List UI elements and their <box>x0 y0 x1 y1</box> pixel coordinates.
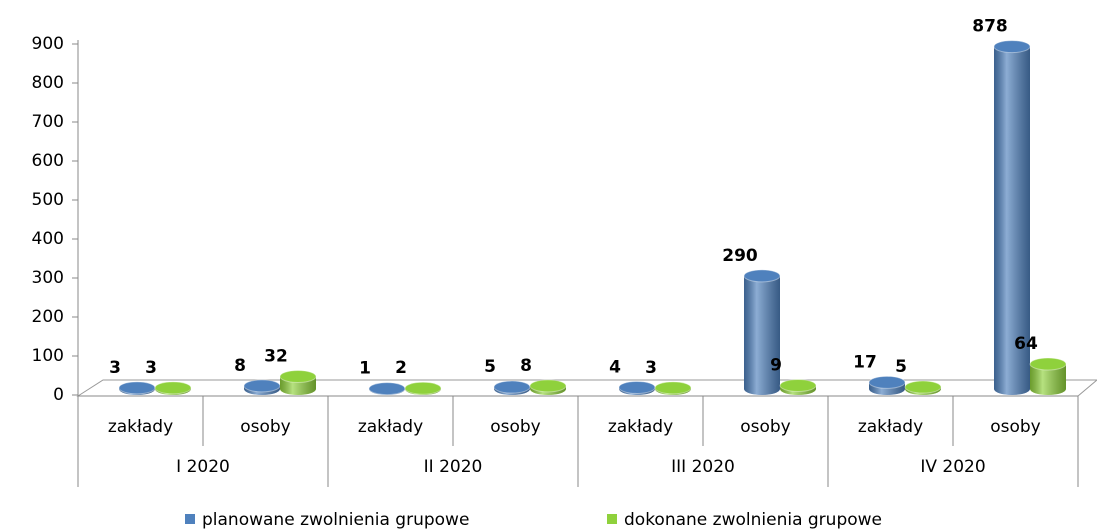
y-tick-label: 900 <box>32 34 64 54</box>
value-label: 2 <box>395 358 407 378</box>
group-label: II 2020 <box>424 457 483 477</box>
legend-swatch <box>607 514 617 524</box>
bar-top <box>279 370 317 384</box>
bar-top <box>743 269 781 283</box>
bar-top <box>118 381 156 395</box>
bar-top <box>1029 357 1067 371</box>
y-tick-label: 300 <box>32 268 64 288</box>
y-tick-label: 700 <box>32 112 64 132</box>
x-tick-label: osoby <box>240 417 291 437</box>
bar-top <box>779 378 817 392</box>
bar-top <box>154 381 192 395</box>
bar-top <box>404 381 442 395</box>
bar-shade <box>744 275 780 395</box>
bar-top <box>654 381 692 395</box>
x-tick-label: zakłady <box>108 417 173 437</box>
group-label: III 2020 <box>671 457 735 477</box>
x-tick-label: osoby <box>990 417 1041 437</box>
value-label: 32 <box>264 347 288 367</box>
bar-top <box>868 375 906 389</box>
group-label: IV 2020 <box>920 457 985 477</box>
y-tick-label: 0 <box>53 385 64 405</box>
x-tick-label: zakłady <box>608 417 673 437</box>
value-label: 64 <box>1014 334 1038 354</box>
bar-top <box>368 382 406 396</box>
y-tick-label: 800 <box>32 73 64 93</box>
x-tick-label: zakłady <box>358 417 423 437</box>
floor <box>76 379 1097 397</box>
group-label: I 2020 <box>176 457 230 477</box>
y-tick-label: 400 <box>32 229 64 249</box>
bar-shade <box>1030 364 1066 395</box>
value-label: 290 <box>722 246 758 266</box>
legend-label: planowane zwolnienia grupowe <box>202 510 469 530</box>
value-label: 8 <box>234 356 246 376</box>
bar-top <box>529 379 567 393</box>
y-tick-label: 100 <box>32 346 64 366</box>
value-label: 3 <box>145 358 157 378</box>
bar-top <box>993 40 1031 54</box>
bar-top <box>618 380 656 394</box>
y-tick-label: 500 <box>32 190 64 210</box>
bar-top <box>493 380 531 394</box>
bar-top <box>243 379 281 393</box>
legend-swatch <box>185 514 195 524</box>
value-label: 3 <box>109 358 121 378</box>
x-tick-label: osoby <box>490 417 541 437</box>
value-label: 5 <box>484 357 496 377</box>
bar-top <box>904 380 942 394</box>
y-tick-label: 600 <box>32 151 64 171</box>
value-label: 8 <box>520 356 532 376</box>
value-label: 9 <box>770 355 782 375</box>
x-tick-label: osoby <box>740 417 791 437</box>
y-tick-label: 200 <box>32 307 64 327</box>
bar-shade <box>994 46 1030 395</box>
x-tick-label: zakłady <box>858 417 923 437</box>
value-label: 5 <box>895 357 907 377</box>
value-label: 3 <box>645 358 657 378</box>
value-label: 17 <box>853 352 877 372</box>
legend-label: dokonane zwolnienia grupowe <box>624 510 882 530</box>
value-label: 4 <box>609 357 621 377</box>
value-label: 878 <box>972 17 1008 37</box>
value-label: 1 <box>359 359 371 379</box>
